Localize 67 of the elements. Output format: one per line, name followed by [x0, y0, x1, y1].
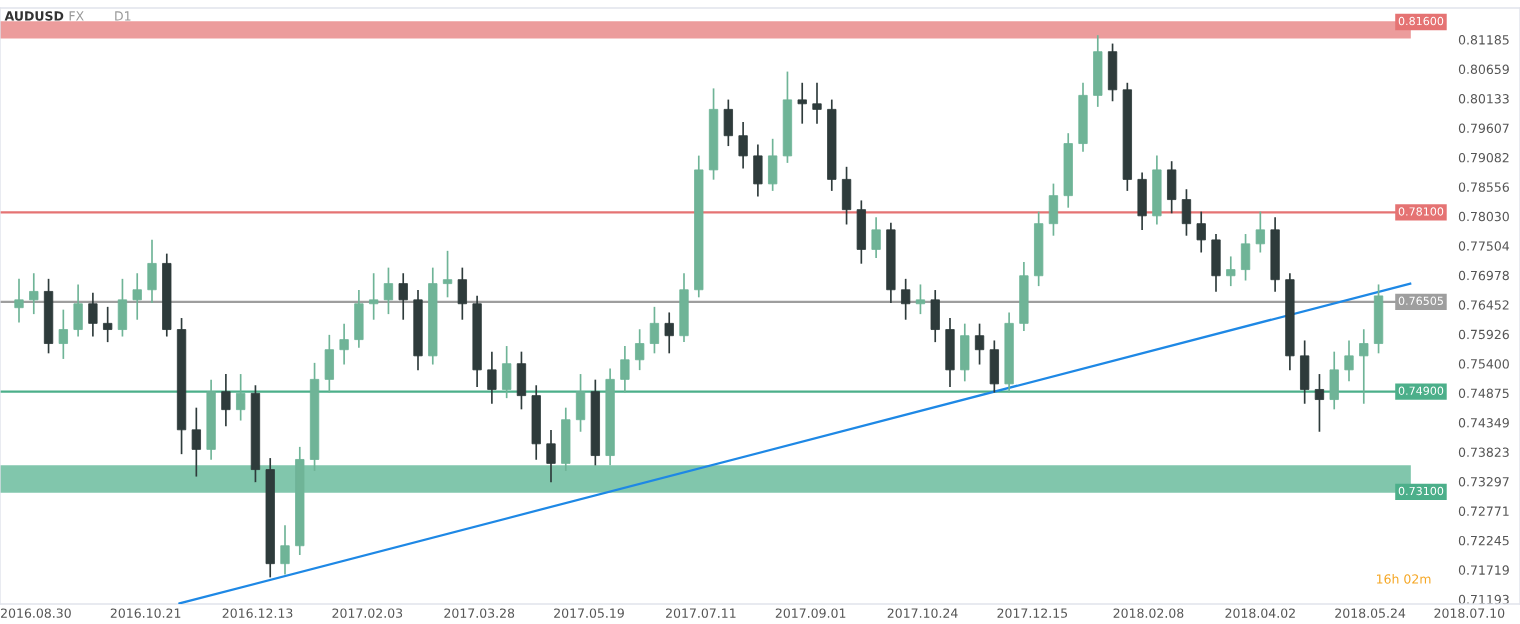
candlestick — [930, 290, 940, 343]
candlestick — [768, 138, 778, 191]
candlestick — [753, 144, 763, 197]
candlestick — [649, 306, 660, 354]
candlestick — [620, 346, 630, 393]
candlestick — [575, 374, 586, 432]
candlestick — [1329, 351, 1339, 410]
candlestick — [324, 334, 334, 393]
candlestick — [945, 318, 955, 387]
candlestick — [236, 374, 246, 421]
candlestick — [1255, 211, 1265, 253]
candlestick — [915, 284, 926, 315]
candlestick — [841, 166, 852, 225]
candlestick — [723, 99, 733, 147]
candlestick — [664, 312, 674, 354]
candlestick — [1048, 183, 1059, 236]
candlestick — [1181, 189, 1192, 236]
candlestick — [1373, 284, 1384, 354]
candlestick — [1314, 374, 1325, 432]
candlestick — [1240, 234, 1251, 281]
candlestick — [147, 239, 157, 303]
candlestick — [974, 323, 985, 365]
candlestick — [856, 200, 866, 264]
candlestick — [103, 306, 113, 343]
candlestick — [960, 323, 970, 382]
candlestick — [1300, 340, 1310, 404]
candlestick — [812, 82, 822, 124]
candlestick — [280, 525, 290, 575]
candlestick — [369, 273, 379, 320]
candlestick — [502, 346, 512, 399]
candlestick — [221, 374, 231, 427]
candlestick — [1137, 172, 1147, 231]
candlestick — [1167, 161, 1177, 214]
candlestick — [1344, 340, 1354, 382]
candlestick — [516, 351, 527, 410]
candlestick — [1107, 43, 1118, 102]
candlestick — [29, 273, 39, 315]
candlestick — [354, 290, 364, 348]
candlestick — [73, 284, 83, 337]
candlestick — [871, 217, 881, 259]
candlestick — [442, 250, 453, 298]
candlestick — [88, 292, 98, 337]
candlestick — [191, 407, 201, 477]
candlestick — [1211, 234, 1221, 292]
candlestick — [1196, 211, 1206, 253]
candlestick — [561, 407, 571, 471]
candlestick — [1019, 262, 1029, 331]
candlestick — [679, 273, 689, 343]
candlestick — [738, 121, 748, 169]
candlestick — [383, 267, 394, 315]
candlestick — [398, 273, 408, 320]
candlestick — [989, 340, 999, 393]
candlestick — [1226, 256, 1236, 287]
candlestick — [1152, 155, 1162, 225]
candlestick — [487, 351, 497, 404]
candlestick — [1093, 35, 1103, 107]
candlestick — [635, 329, 645, 371]
candlestick — [1359, 329, 1369, 404]
candlestick — [117, 278, 128, 337]
candlestick — [457, 267, 467, 320]
candlestick — [901, 278, 911, 320]
candlestick — [546, 430, 556, 483]
candlestick — [14, 278, 24, 323]
candlestick — [339, 323, 349, 365]
candlestick — [797, 82, 807, 124]
candlestick — [132, 273, 142, 320]
candlestick — [58, 309, 68, 359]
